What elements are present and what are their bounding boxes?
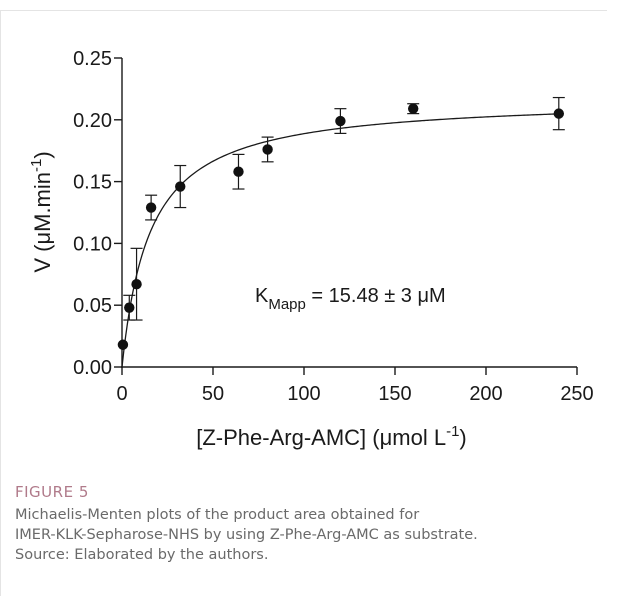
y-tick-label: 0.25 xyxy=(73,48,112,70)
data-point xyxy=(553,108,564,119)
data-point xyxy=(233,166,244,177)
figure-label: FIGURE 5 xyxy=(15,483,89,501)
fit-curve xyxy=(121,113,559,368)
data-point xyxy=(145,202,157,213)
caption-line: Source: Elaborated by the authors. xyxy=(15,547,269,563)
data-point xyxy=(408,103,419,114)
data-point xyxy=(335,115,346,127)
michaelis-menten-chart: 0.00 0.05 0.10 0.15 0.20 0.25 0 50 100 150 200 250 [… xyxy=(28,48,594,450)
data-point xyxy=(262,144,273,155)
y-tick-label: 0.05 xyxy=(73,295,112,317)
caption-line: IMER-KLK-Sepharose-NHS by using Z-Phe-Ar… xyxy=(15,527,478,543)
caption-line: Michaelis-Menten plots of the product ar… xyxy=(15,507,420,523)
x-tick-label: 200 xyxy=(469,383,502,405)
data-point xyxy=(175,181,186,192)
data-points-group xyxy=(117,96,565,350)
data-point xyxy=(131,278,142,290)
y-tick-label: 0.15 xyxy=(73,172,112,194)
figure-frame-left xyxy=(0,10,1,596)
kmapp-annotation: KMapp = 15.48 ± 3 μM xyxy=(255,285,446,313)
x-tick-label: 50 xyxy=(202,383,224,405)
y-axis-label: V (μM.min-1) xyxy=(28,151,55,272)
y-tick-label: 0.20 xyxy=(73,110,112,132)
figure-caption: Michaelis-Menten plots of the product ar… xyxy=(15,505,605,565)
x-tick-label: 250 xyxy=(560,383,593,405)
chart-labels-group: 0.00 0.05 0.10 0.15 0.20 0.25 0 50 100 150 200 250 [… xyxy=(28,48,594,450)
x-tick-label: 150 xyxy=(378,383,411,405)
chart-axes xyxy=(114,57,578,375)
x-tick-label: 0 xyxy=(116,383,127,405)
y-tick-label: 0.10 xyxy=(73,233,112,255)
x-axis-label: [Z-Phe-Arg-AMC] (μmol L-1) xyxy=(196,423,467,450)
data-point xyxy=(124,302,135,313)
y-tick-label: 0.00 xyxy=(73,357,112,379)
fit-curve-group xyxy=(121,113,559,368)
data-point xyxy=(117,339,129,350)
x-tick-label: 100 xyxy=(287,383,320,405)
figure-frame-top xyxy=(0,10,607,11)
